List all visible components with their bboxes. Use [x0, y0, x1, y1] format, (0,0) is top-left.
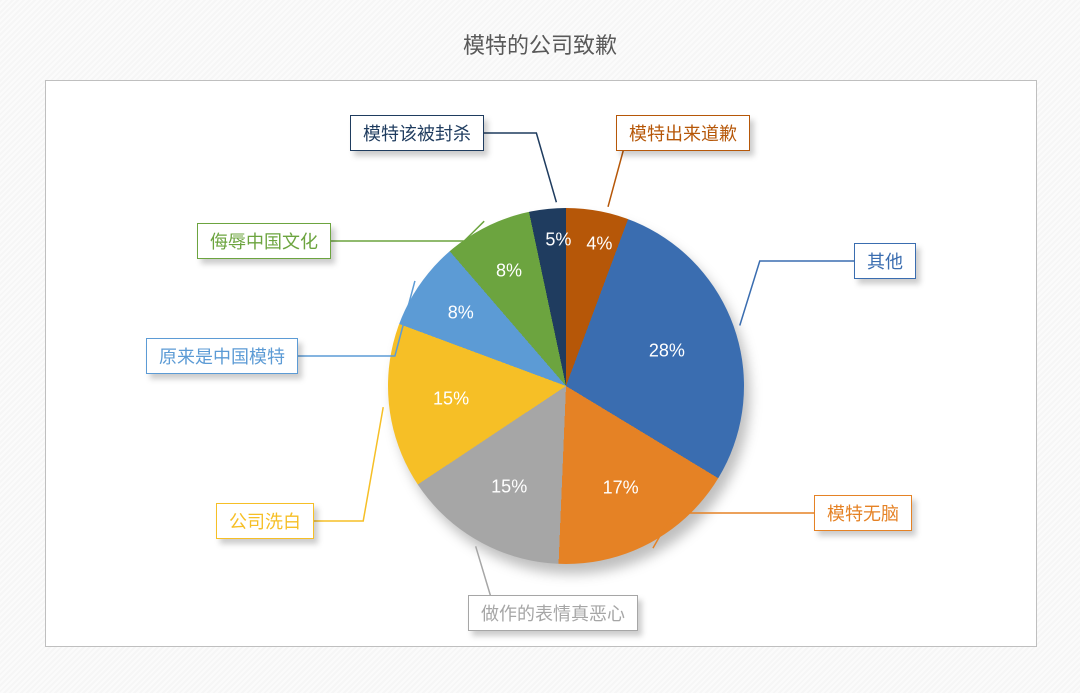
chart-title: 模特的公司致歉 [0, 28, 1080, 60]
leader-line [314, 407, 383, 521]
leader-line [331, 221, 484, 241]
slice-ext-label: 做作的表情真恶心 [468, 595, 638, 631]
slice-ext-label: 原来是中国模特 [146, 338, 298, 374]
slice-pct-label: 28% [649, 340, 685, 361]
slice-pct-label: 15% [491, 476, 527, 497]
leader-line [740, 261, 854, 325]
pie-chart [388, 208, 744, 564]
slice-pct-label: 8% [496, 261, 522, 282]
slice-pct-label: 8% [448, 302, 474, 323]
slice-ext-label: 模特该被封杀 [350, 115, 484, 151]
slice-ext-label: 模特出来道歉 [616, 115, 750, 151]
slice-pct-label: 4% [586, 233, 612, 254]
slice-pct-label: 5% [545, 230, 571, 251]
slice-ext-label: 公司洗白 [216, 503, 314, 539]
plot-area: 4% 模特出来道歉 28% 其他 17% 模特无脑 15% 做作的表情真恶心 15% 公司洗白 8%… [45, 80, 1037, 647]
slice-pct-label: 17% [603, 477, 639, 498]
slice-ext-label: 侮辱中国文化 [197, 223, 331, 259]
slice-ext-label: 其他 [854, 243, 916, 279]
leader-line [484, 133, 556, 202]
slice-pct-label: 15% [433, 389, 469, 410]
slice-ext-label: 模特无脑 [814, 495, 912, 531]
